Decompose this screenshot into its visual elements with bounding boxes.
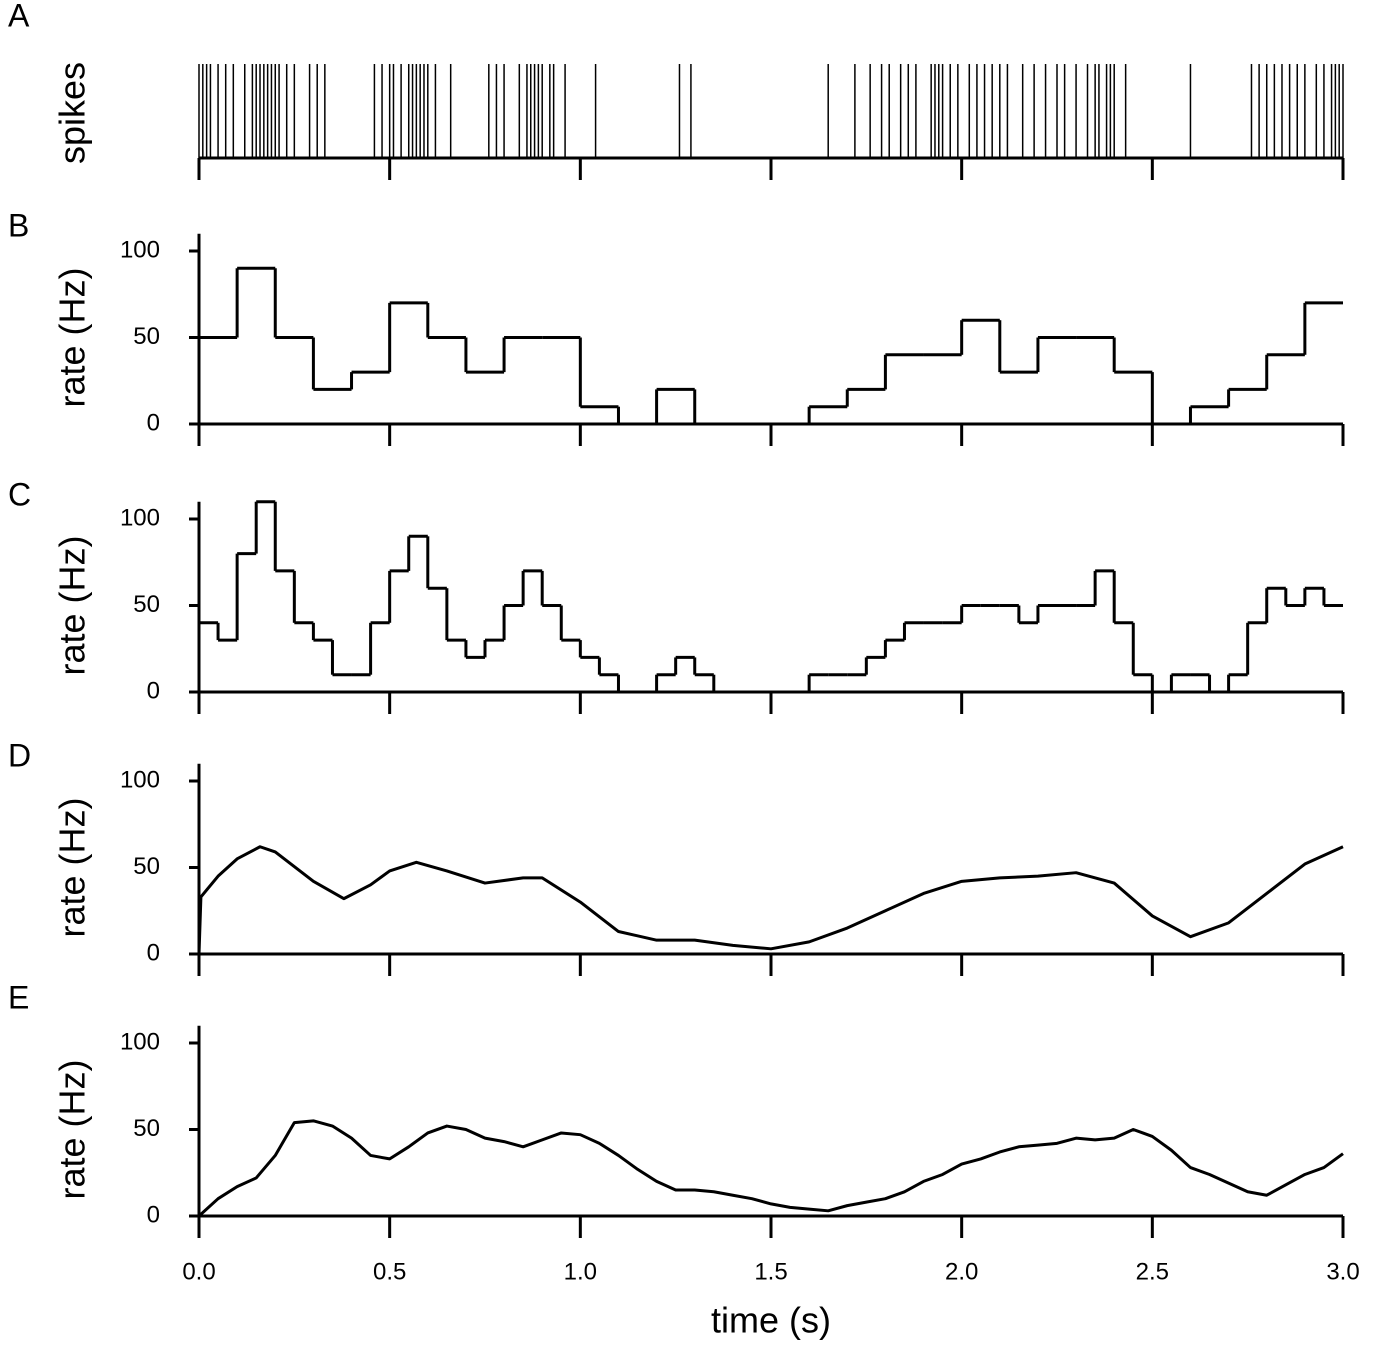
y-tick-label: 100 [120, 504, 160, 531]
y-tick-label: 50 [133, 853, 160, 880]
y-tick-label: 0 [147, 939, 160, 966]
x-tick-label: 1.5 [754, 1258, 787, 1285]
x-tick-label: 0.0 [182, 1258, 215, 1285]
y-axis-label: rate (Hz) [52, 267, 93, 407]
x-tick-label: 1.0 [564, 1258, 597, 1285]
y-axis-label: rate (Hz) [52, 535, 93, 675]
x-tick-label: 3.0 [1326, 1258, 1359, 1285]
y-tick-label: 50 [133, 591, 160, 618]
panel-label: A [8, 0, 30, 33]
y-tick-label: 100 [120, 766, 160, 793]
panel-label: D [8, 737, 31, 773]
y-tick-label: 0 [147, 1201, 160, 1228]
x-tick-label: 2.5 [1136, 1258, 1169, 1285]
y-tick-label: 50 [133, 323, 160, 350]
y-axis-label: rate (Hz) [52, 1059, 93, 1199]
y-tick-label: 100 [120, 236, 160, 263]
rate-line [197, 1119, 1344, 1218]
y-tick-label: 0 [147, 409, 160, 436]
y-axis-label: spikes [52, 62, 93, 164]
x-tick-label: 2.0 [945, 1258, 978, 1285]
y-tick-label: 50 [133, 1115, 160, 1142]
x-axis-label: time (s) [711, 1300, 831, 1341]
x-tick-label: 0.5 [373, 1258, 406, 1285]
y-axis-label: rate (Hz) [52, 797, 93, 937]
panel-label: B [8, 207, 29, 243]
panel-label: E [8, 979, 29, 1015]
rate-line [197, 845, 1344, 955]
y-tick-label: 0 [147, 677, 160, 704]
y-tick-label: 100 [120, 1028, 160, 1055]
panel-label: C [8, 476, 31, 512]
